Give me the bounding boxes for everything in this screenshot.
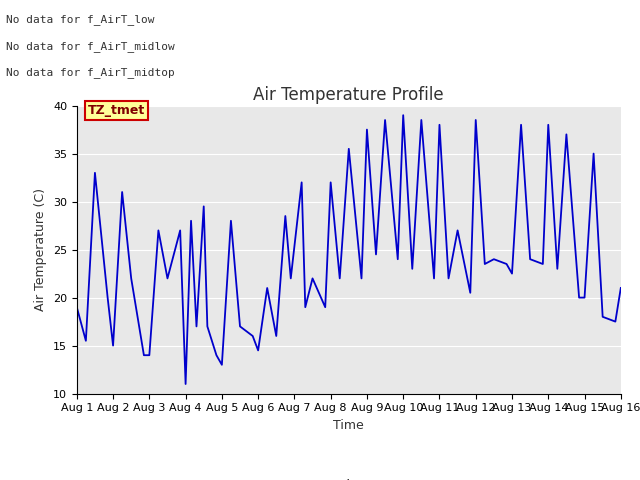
Text: No data for f_AirT_low: No data for f_AirT_low bbox=[6, 14, 155, 25]
Text: TZ_tmet: TZ_tmet bbox=[88, 104, 145, 117]
Title: Air Temperature Profile: Air Temperature Profile bbox=[253, 86, 444, 104]
Text: No data for f_AirT_midlow: No data for f_AirT_midlow bbox=[6, 41, 175, 52]
X-axis label: Time: Time bbox=[333, 419, 364, 432]
Legend: AirT 22m: AirT 22m bbox=[298, 474, 399, 480]
Text: No data for f_AirT_midtop: No data for f_AirT_midtop bbox=[6, 67, 175, 78]
Y-axis label: Air Temperature (C): Air Temperature (C) bbox=[35, 188, 47, 311]
